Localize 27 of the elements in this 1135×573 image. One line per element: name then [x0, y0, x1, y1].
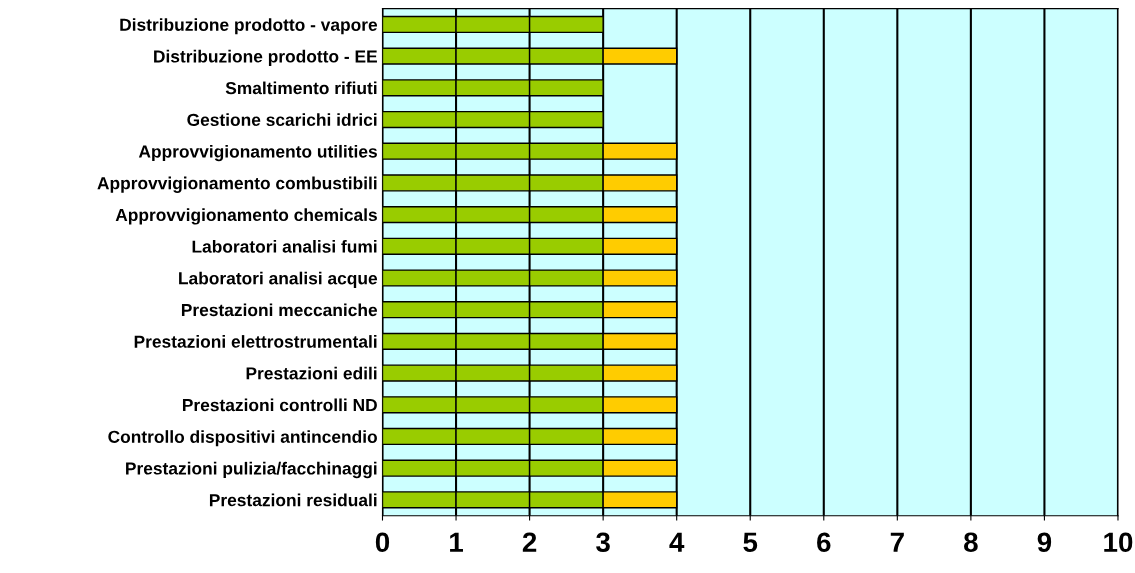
- x-tick-label: 9: [1037, 532, 1052, 553]
- x-tick-label: 2: [522, 532, 537, 552]
- x-tick-label: 10: [1104, 532, 1133, 553]
- y-tick-label: Laboratori analisi acque: [179, 271, 378, 288]
- y-tick-label: Prestazioni edili: [246, 366, 377, 380]
- y-tick-label: Approvvigionamento combustibili: [97, 176, 377, 193]
- x-tick-label: 7: [890, 532, 904, 552]
- y-tick-label: Distribuzione prodotto - vapore: [120, 18, 378, 35]
- x-tick-label: 4: [669, 532, 685, 552]
- x-tick-label: 6: [817, 532, 831, 553]
- y-tick-label: Laboratori analisi fumi: [192, 240, 377, 253]
- y-tick-label: Controllo dispositivi antincendio: [108, 430, 377, 447]
- y-tick-label: Prestazioni meccaniche: [181, 303, 378, 317]
- x-tick-label: 5: [743, 532, 758, 553]
- x-tick-label: 3: [596, 532, 610, 553]
- x-tick-label: 8: [964, 532, 978, 553]
- y-tick-label: Smaltimento rifiuti: [225, 81, 377, 95]
- y-tick-label: Prestazioni controlli ND: [182, 398, 377, 412]
- y-tick-label: Prestazioni pulizia/facchinaggi: [126, 461, 377, 479]
- x-tick-label: 1: [450, 532, 463, 552]
- y-tick-label: Prestazioni residuali: [209, 493, 377, 507]
- x-tick-label: 0: [375, 532, 390, 553]
- y-tick-label: Gestione scarichi idrici: [187, 113, 377, 126]
- y-tick-label: Distribuzione prodotto - EE: [154, 49, 377, 67]
- y-tick-label: Prestazioni elettrostrumentali: [134, 335, 377, 348]
- y-tick-label: Approvvigionamento utilities: [138, 144, 377, 162]
- y-tick-label: Approvvigionamento chemicals: [115, 208, 377, 225]
